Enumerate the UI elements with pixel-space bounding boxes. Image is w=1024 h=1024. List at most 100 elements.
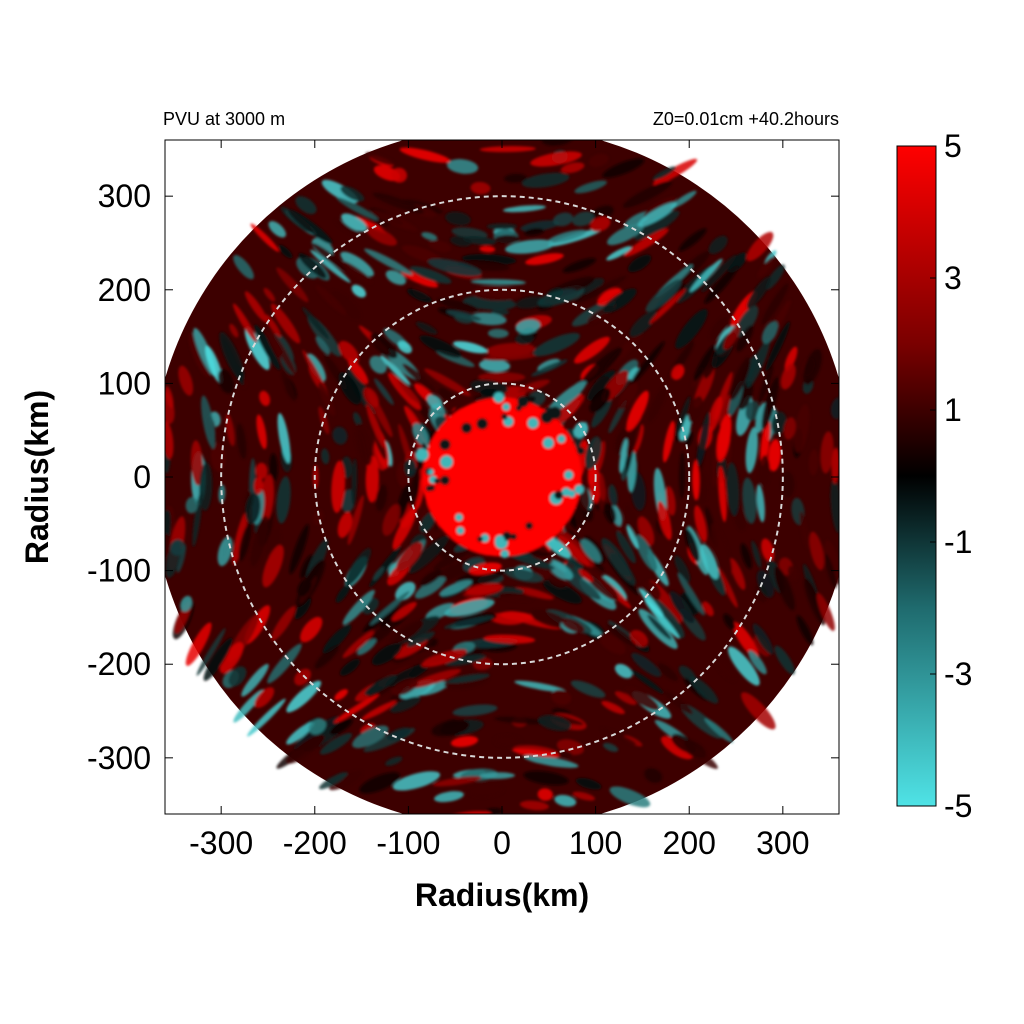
pv-field-cell [487, 328, 509, 339]
pv-field-cell [165, 386, 174, 409]
pv-field-cell [677, 572, 705, 616]
pv-field-cell [465, 583, 504, 596]
pv-field-cell [335, 583, 351, 603]
pv-field-cell [693, 345, 715, 381]
pv-field-cell [286, 734, 325, 764]
pv-field-cell [250, 223, 280, 252]
pv-field-cell [363, 387, 379, 408]
pv-field-cell [434, 791, 464, 803]
pv-field-cell [736, 325, 754, 352]
pv-field-cell [165, 420, 174, 460]
title-left: PVU at 3000 m [163, 109, 285, 129]
colorbar-tick-label: -1 [944, 524, 972, 560]
pv-field-cell [830, 397, 839, 420]
pv-field-cell [572, 791, 595, 801]
pv-core-edge-cell [568, 489, 576, 498]
pv-field-cell [563, 571, 601, 600]
pv-field-cell [450, 735, 479, 748]
pv-field-cell [602, 288, 637, 314]
x-axis-ticks: -300 -200 -100 0 100 200 300 [189, 140, 810, 861]
pv-field-cell [816, 593, 835, 631]
pv-field-cell [503, 205, 546, 213]
pv-field-cell [515, 332, 534, 345]
pv-field-cell [414, 465, 421, 498]
pv-core-edge-cell [527, 417, 539, 429]
pv-field-cell [426, 394, 443, 411]
pv-field-cell [371, 642, 402, 666]
pv-field-cell [250, 515, 269, 567]
pv-field-cell [270, 331, 297, 376]
pv-field-cell [600, 728, 637, 745]
colorbar-tick-label: 1 [944, 392, 962, 428]
pv-field-cell [530, 609, 569, 629]
x-tick-label: -200 [283, 825, 347, 861]
pv-field-cell [165, 509, 171, 562]
pv-field-cell [263, 287, 276, 302]
pv-field-cell [670, 190, 697, 209]
pv-field-cell [765, 264, 785, 290]
pv-field-cell [760, 419, 771, 466]
pv-field-cell [289, 524, 310, 575]
pv-field-cell [294, 596, 312, 620]
pv-field-cell [689, 676, 719, 704]
pv-field-cell [601, 700, 625, 715]
pv-field-cell [649, 288, 686, 324]
pv-field-cell [388, 620, 423, 645]
pv-field-cell [544, 536, 571, 559]
pv-core-edge-cell [554, 490, 564, 500]
pv-field-cell [808, 449, 819, 476]
pv-field-cell [542, 579, 582, 604]
pv-field-cell [262, 544, 284, 588]
pv-field-cell [419, 335, 462, 358]
pv-field-cell [608, 484, 618, 507]
pv-field-cell [432, 776, 482, 787]
pv-field-cell [626, 415, 642, 458]
pv-field-cell [587, 370, 616, 401]
pv-field-cell [735, 305, 759, 338]
pv-field-cell [447, 811, 492, 814]
x-tick-label: 200 [663, 825, 716, 861]
pv-field-cell [372, 566, 385, 581]
pv-field-cell [268, 221, 287, 238]
pv-field-cell [154, 446, 162, 500]
pv-field-cell [427, 258, 482, 277]
pv-field-cell [329, 771, 363, 791]
pv-core-edge-cell [480, 533, 490, 543]
pv-core-edge-cell [455, 513, 463, 522]
pv-field-cell [634, 210, 680, 241]
pv-field-cell [761, 538, 775, 563]
pv-field-cell [635, 534, 658, 572]
pv-field-cell [742, 477, 757, 524]
pv-field-cell [398, 380, 421, 405]
x-tick-label: -300 [189, 825, 253, 861]
pv-field-cell [170, 539, 186, 556]
pv-field-cell [504, 173, 527, 183]
pv-field-cell [404, 459, 416, 478]
pv-field-cell [315, 336, 331, 355]
pv-field-cell [347, 495, 364, 546]
colorbar-tick-label: 3 [944, 260, 962, 296]
colorbar-tick-label: -5 [944, 788, 972, 824]
pv-field-cell [793, 404, 810, 453]
pv-field-cell [408, 668, 462, 689]
pv-field-cell [598, 633, 626, 655]
pv-field-cell [385, 270, 407, 285]
pv-core-edge-cell [557, 434, 566, 444]
pv-field-cell [341, 260, 373, 284]
colorbar-tick-label: -3 [944, 656, 972, 692]
pv-field-cell [572, 211, 595, 227]
x-tick-label: 100 [569, 825, 622, 861]
pv-field-cell [469, 312, 507, 326]
pv-field-cell [330, 718, 353, 735]
pv-field-cell [479, 245, 496, 253]
y-tick-label: -300 [87, 740, 151, 776]
pv-field-cell [756, 569, 775, 598]
pv-field-cell [329, 290, 361, 320]
pv-field-cell [188, 332, 211, 377]
pv-field-cell [537, 715, 572, 731]
pv-field-cell [228, 666, 247, 687]
pv-core-edge-cell [574, 484, 584, 495]
pv-field-cell [771, 411, 787, 435]
pv-field-cell [406, 631, 436, 648]
pv-field-cell [618, 382, 638, 410]
